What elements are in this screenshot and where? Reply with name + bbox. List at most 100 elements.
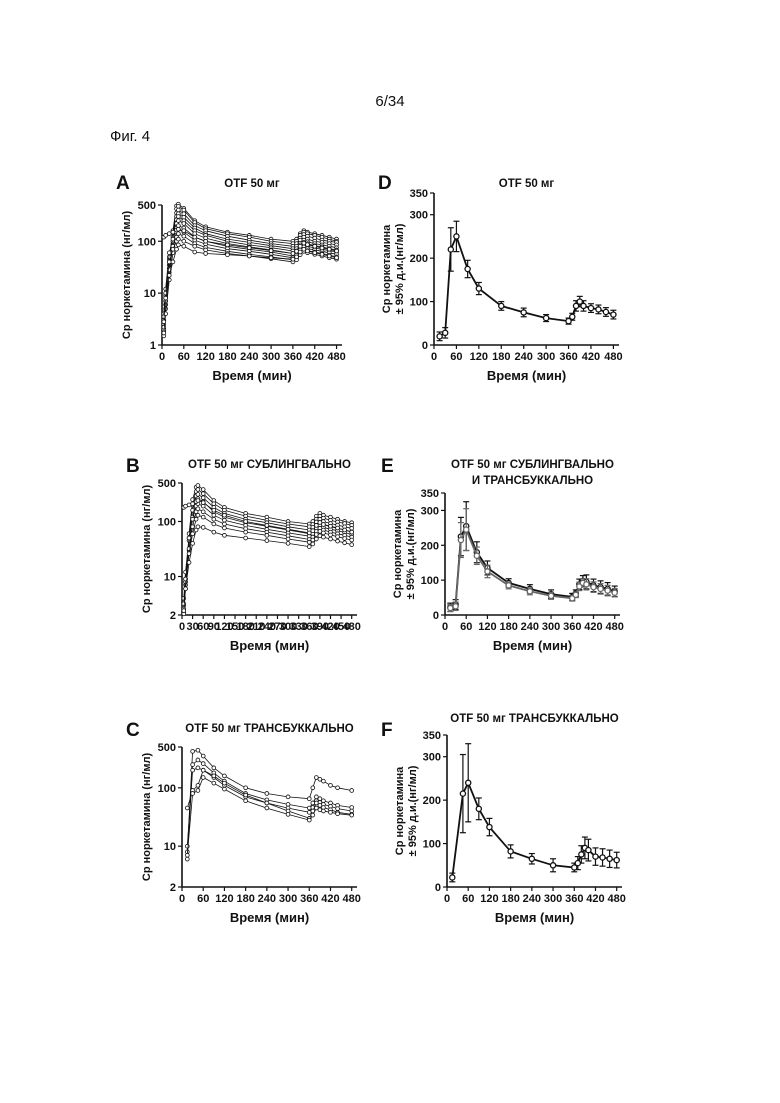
data-point — [223, 533, 227, 537]
x-tick-label: 360 — [300, 893, 318, 905]
data-point — [286, 802, 290, 806]
data-point — [322, 535, 326, 539]
data-point — [320, 246, 324, 250]
data-point — [343, 537, 347, 541]
data-point — [306, 249, 310, 253]
y-tick-label: 100 — [158, 516, 176, 528]
data-point — [176, 204, 180, 208]
data-point — [212, 502, 216, 506]
data-point — [311, 529, 315, 533]
y-tick-label: 300 — [410, 210, 428, 222]
data-point — [182, 222, 186, 226]
data-point — [201, 515, 205, 519]
data-point — [307, 531, 311, 535]
data-point — [244, 530, 248, 534]
data-point — [474, 553, 479, 558]
x-tick-label: 120 — [196, 351, 214, 363]
data-point — [212, 513, 216, 517]
data-point — [443, 330, 448, 335]
y-tick-label: 200 — [421, 540, 439, 552]
data-point — [598, 586, 603, 591]
data-point — [485, 569, 490, 574]
x-tick-label: 0 — [444, 893, 450, 905]
data-point — [176, 232, 180, 236]
series-line — [440, 236, 614, 336]
y-tick-label: 500 — [158, 742, 176, 754]
x-tick-label: 120 — [215, 893, 233, 905]
chart-title: OTF 50 мг — [224, 178, 280, 190]
data-point — [458, 537, 463, 542]
data-point — [307, 797, 311, 801]
x-tick-label: 360 — [565, 893, 583, 905]
x-tick-label: 360 — [563, 621, 581, 633]
data-point — [318, 803, 322, 807]
data-point — [584, 582, 589, 587]
data-point — [302, 241, 306, 245]
chart-title: OTF 50 мг — [499, 178, 555, 190]
x-tick-label: 240 — [521, 621, 539, 633]
data-point — [327, 247, 331, 251]
x-tick-label: 0 — [159, 351, 165, 363]
x-tick-label: 300 — [262, 351, 280, 363]
x-tick-label: 120 — [470, 351, 488, 363]
x-tick-label: 480 — [327, 351, 345, 363]
data-point — [191, 768, 195, 772]
data-point — [336, 526, 340, 530]
data-point — [311, 813, 315, 817]
data-point — [223, 518, 227, 522]
data-point — [201, 510, 205, 514]
series-12 — [162, 243, 339, 324]
data-point — [336, 535, 340, 539]
data-point — [191, 532, 195, 536]
y-tick-label: 100 — [423, 839, 441, 851]
data-point — [244, 786, 248, 790]
y-tick-label: 0 — [435, 882, 441, 894]
y-tick-label: 100 — [421, 575, 439, 587]
data-point — [176, 208, 180, 212]
data-point — [187, 561, 191, 565]
data-point — [162, 331, 166, 335]
y-tick-label: 500 — [158, 478, 176, 490]
chart-title: OTF 50 мг СУБЛИНГВАЛЬНО — [188, 459, 351, 471]
x-axis-label: Время (мин) — [230, 638, 309, 653]
data-point — [313, 244, 317, 248]
series-line — [187, 750, 351, 852]
data-point — [226, 243, 230, 247]
x-tick-label: 60 — [460, 621, 472, 633]
x-tick-label: 360 — [559, 351, 577, 363]
y-axis-label-line2: ± 95% д.и.(нг/мл) — [405, 508, 417, 599]
series-line — [164, 206, 337, 331]
x-tick-label: 360 — [284, 351, 302, 363]
data-point — [612, 590, 617, 595]
y-tick-label: 0 — [422, 340, 428, 352]
data-point — [196, 758, 200, 762]
data-point — [226, 253, 230, 257]
data-point — [201, 526, 205, 530]
panel-letter: A — [116, 173, 130, 194]
x-tick-label: 420 — [582, 351, 600, 363]
data-point — [196, 748, 200, 752]
x-tick-label: 480 — [604, 351, 622, 363]
data-point — [464, 527, 469, 532]
data-point — [591, 585, 596, 590]
data-point — [605, 588, 610, 593]
data-point — [327, 254, 331, 258]
data-point — [223, 513, 227, 517]
data-point — [171, 247, 175, 251]
chart-panel-c: COTF 50 мг ТРАНСБУККАЛЬНО060120180240300… — [120, 712, 380, 937]
data-point — [269, 256, 273, 260]
y-tick-label: 350 — [410, 188, 428, 200]
data-point — [527, 589, 532, 594]
series-line — [164, 214, 337, 321]
x-tick-label: 0 — [431, 351, 437, 363]
data-point — [586, 847, 591, 852]
x-tick-label: 60 — [450, 351, 462, 363]
series-2 — [447, 509, 617, 612]
x-tick-label: 480 — [343, 893, 361, 905]
data-point — [193, 235, 197, 239]
data-point — [223, 787, 227, 791]
data-point — [201, 754, 205, 758]
series-5 — [185, 776, 353, 858]
data-point — [487, 824, 492, 829]
data-point — [611, 312, 616, 317]
